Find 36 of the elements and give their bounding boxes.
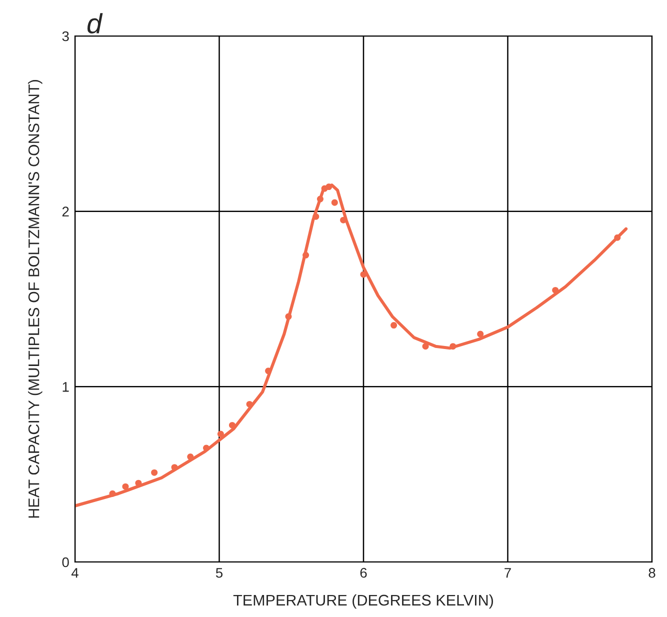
x-tick-label: 5 (216, 568, 223, 578)
point (122, 483, 129, 490)
x-tick-label: 7 (504, 568, 511, 578)
point (187, 454, 194, 460)
point (360, 271, 367, 278)
x-tick-label: 4 (71, 568, 78, 578)
point (477, 330, 484, 338)
point (302, 252, 310, 258)
point (203, 444, 210, 452)
point (390, 322, 398, 329)
point (312, 213, 320, 220)
point (151, 469, 158, 476)
point (228, 422, 236, 428)
point (316, 196, 324, 202)
y-axis-title: HEAT CAPACITY (MULTIPLES OF BOLTZMANN'S CONSTANT) (28, 80, 42, 518)
point (109, 490, 116, 497)
point (135, 480, 142, 486)
point (171, 464, 178, 471)
y-tick-label: 1 (62, 382, 69, 392)
point (422, 343, 429, 350)
point (246, 400, 253, 408)
point (552, 286, 559, 294)
point (331, 199, 338, 206)
line-series (75, 184, 628, 508)
point (614, 234, 621, 241)
y-tick-label: 2 (62, 206, 69, 216)
x-tick-label: 8 (648, 568, 656, 578)
point (217, 430, 224, 438)
point (285, 313, 292, 320)
x-axis-title: TEMPERATURE (DEGREES KELVIN) (233, 594, 494, 609)
point (326, 184, 332, 190)
chart-title: d (87, 13, 103, 34)
point (450, 343, 456, 350)
x-tick-label: 6 (360, 568, 367, 578)
y-tick-label: 3 (62, 31, 69, 42)
y-tick-label: 0 (62, 557, 69, 568)
